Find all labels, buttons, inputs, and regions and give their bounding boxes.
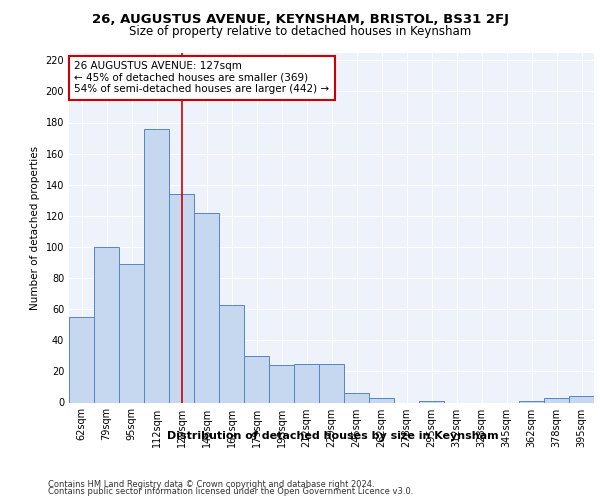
- Bar: [69, 317, 94, 402]
- Text: Contains HM Land Registry data © Crown copyright and database right 2024.: Contains HM Land Registry data © Crown c…: [48, 480, 374, 489]
- Bar: [419, 401, 444, 402]
- Bar: [194, 212, 219, 402]
- Bar: [144, 128, 169, 402]
- Bar: [319, 364, 344, 403]
- Text: Contains public sector information licensed under the Open Government Licence v3: Contains public sector information licen…: [48, 487, 413, 496]
- Text: Distribution of detached houses by size in Keynsham: Distribution of detached houses by size …: [167, 431, 499, 441]
- Text: 26 AUGUSTUS AVENUE: 127sqm
← 45% of detached houses are smaller (369)
54% of sem: 26 AUGUSTUS AVENUE: 127sqm ← 45% of deta…: [74, 61, 329, 94]
- Bar: [269, 365, 294, 403]
- Text: Size of property relative to detached houses in Keynsham: Size of property relative to detached ho…: [129, 25, 471, 38]
- Text: 26, AUGUSTUS AVENUE, KEYNSHAM, BRISTOL, BS31 2FJ: 26, AUGUSTUS AVENUE, KEYNSHAM, BRISTOL, …: [91, 12, 509, 26]
- Bar: [544, 398, 569, 402]
- Bar: [344, 393, 369, 402]
- Bar: [119, 264, 144, 402]
- Bar: [294, 364, 319, 403]
- Bar: [244, 356, 269, 403]
- Bar: [169, 194, 194, 402]
- Bar: [369, 398, 394, 402]
- Bar: [219, 304, 244, 402]
- Bar: [569, 396, 594, 402]
- Bar: [519, 401, 544, 402]
- Y-axis label: Number of detached properties: Number of detached properties: [30, 146, 40, 310]
- Bar: [94, 247, 119, 402]
